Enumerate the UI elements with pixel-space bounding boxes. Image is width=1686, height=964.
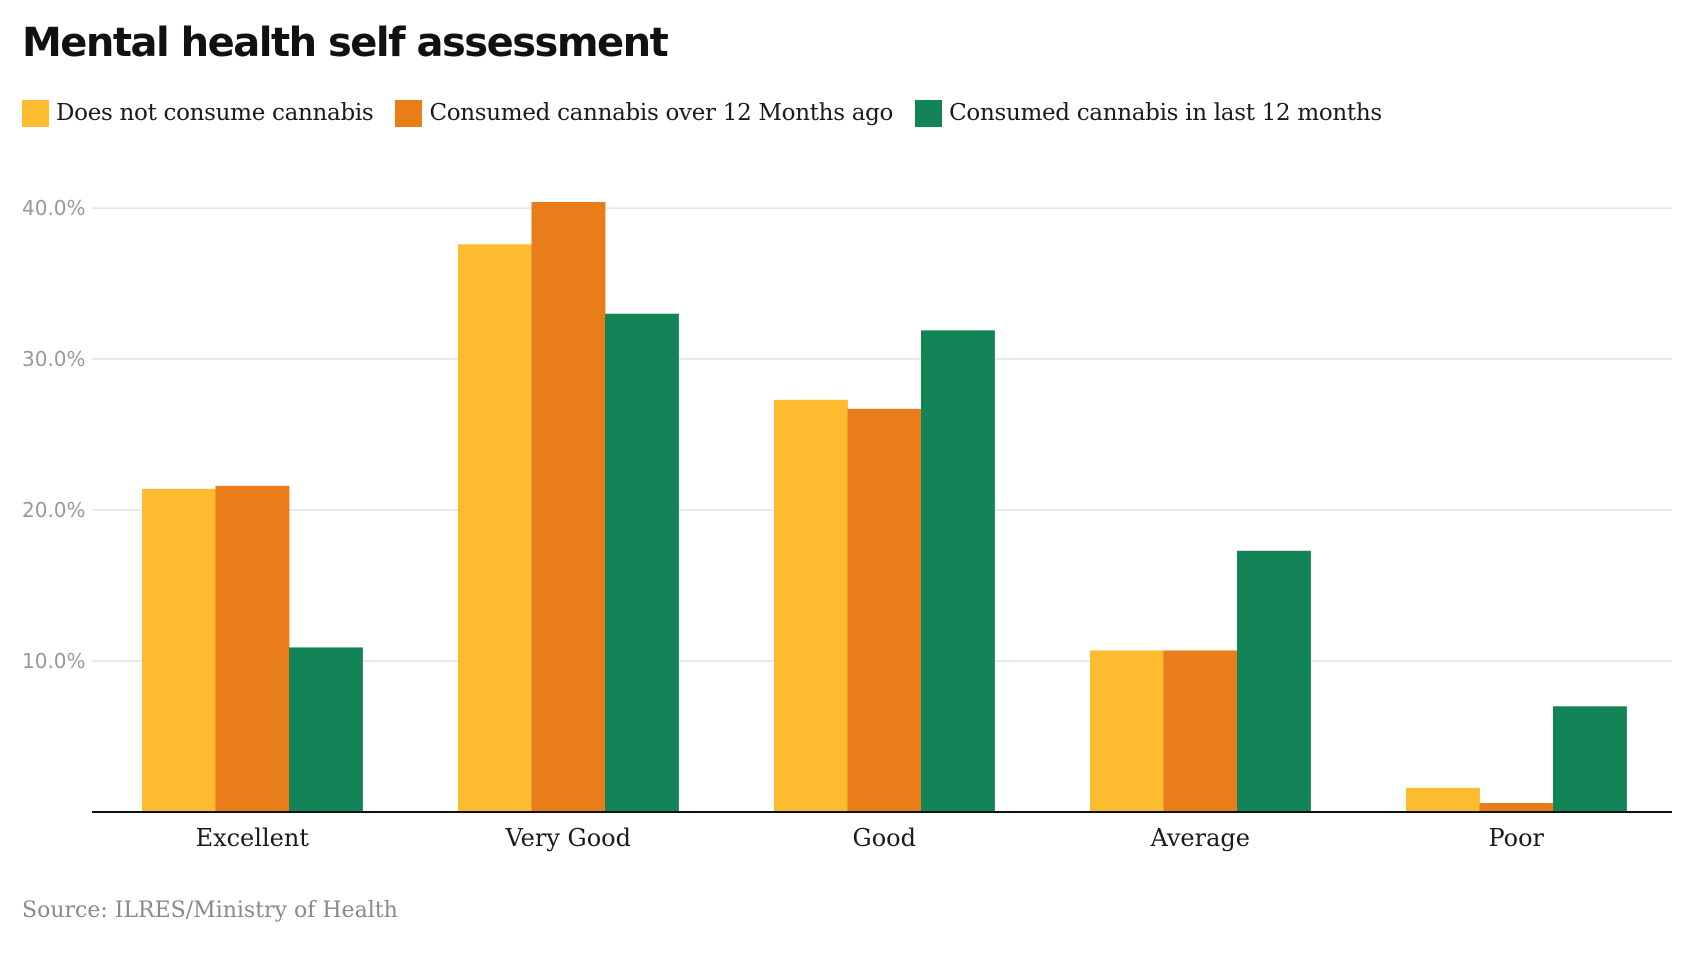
x-category-label: Average (1150, 824, 1250, 852)
y-tick-label: 30.0% (22, 347, 86, 371)
legend-item-past-consumers: Consumed cannabis over 12 Months ago (395, 99, 894, 127)
bar-past-consumers-excellent (215, 485, 290, 812)
legend-swatch-non-consumers (22, 99, 49, 127)
bar-non-consumers-poor (1406, 787, 1480, 812)
x-category-label: Poor (1488, 824, 1544, 852)
bar-past-consumers-very-good (531, 202, 606, 812)
legend-label-past-consumers: Consumed cannabis over 12 Months ago (429, 100, 894, 126)
bar-past-consumers-good (847, 408, 922, 812)
chart-title: Mental health self assessment (22, 20, 669, 66)
source-note: Source: ILRES/Ministry of Health (22, 898, 398, 923)
legend-item-recent-consumers: Consumed cannabis in last 12 months (915, 99, 1382, 127)
bar-past-consumers-poor (1479, 802, 1554, 812)
legend-swatch-past-consumers (395, 99, 423, 127)
bar-recent-consumers-poor (1553, 706, 1627, 812)
x-category-label: Excellent (196, 824, 310, 852)
y-tick-label: 40.0% (22, 196, 86, 220)
bar-recent-consumers-average (1237, 550, 1311, 812)
legend-label-recent-consumers: Consumed cannabis in last 12 months (949, 100, 1382, 126)
bar-non-consumers-average (1090, 650, 1164, 812)
bar-non-consumers-excellent (142, 488, 216, 812)
legend-label-non-consumers: Does not consume cannabis (56, 100, 374, 126)
x-category-label: Good (853, 824, 916, 852)
legend: Does not consume cannabis Consumed canna… (22, 96, 1404, 130)
bar-recent-consumers-very-good (605, 313, 679, 812)
bar-recent-consumers-excellent (289, 647, 363, 812)
bar-non-consumers-very-good (458, 244, 532, 812)
legend-item-non-consumers: Does not consume cannabis (22, 99, 374, 127)
y-tick-label: 10.0% (22, 649, 86, 673)
bar-non-consumers-good (774, 399, 848, 812)
bar-past-consumers-average (1163, 650, 1238, 812)
bar-recent-consumers-good (921, 330, 995, 812)
legend-swatch-recent-consumers (915, 99, 943, 127)
y-tick-label: 20.0% (22, 498, 86, 522)
x-category-label: Very Good (505, 824, 631, 852)
